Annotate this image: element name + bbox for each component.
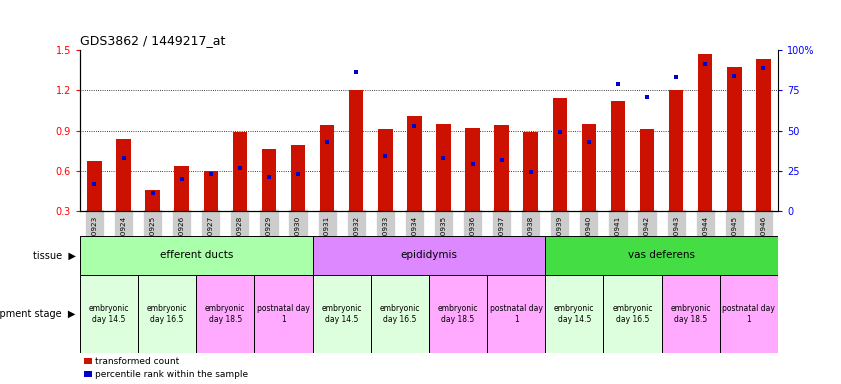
Bar [204,171,218,211]
Point [582,139,595,145]
Point [350,70,363,76]
Point [640,94,653,100]
Bar [553,98,567,211]
Bar [727,68,742,211]
Text: development stage  ▶: development stage ▶ [0,309,76,319]
Bar [495,125,509,211]
Bar [756,60,770,211]
Bar [313,236,545,275]
Bar [669,90,684,211]
Point [611,81,625,87]
Bar [254,275,313,353]
Text: postnatal day
1: postnatal day 1 [257,304,310,324]
Bar [487,275,545,353]
Text: epididymis: epididymis [400,250,458,260]
Bar [545,236,778,275]
Bar [640,129,654,211]
Point [262,174,276,180]
Point [553,129,567,135]
Text: embryonic
day 14.5: embryonic day 14.5 [321,304,362,324]
Point [699,61,712,68]
Bar [582,124,596,211]
Bar [523,132,538,211]
Point [669,74,683,80]
Bar [80,275,138,353]
Bar [233,132,247,211]
Point [233,165,246,171]
Text: embryonic
day 18.5: embryonic day 18.5 [205,304,246,324]
Point [175,176,188,182]
Point [291,171,304,177]
Text: embryonic
day 16.5: embryonic day 16.5 [612,304,653,324]
Bar [116,139,131,211]
Bar [174,166,189,211]
Text: efferent ducts: efferent ducts [160,250,233,260]
Point [408,122,421,129]
Bar [720,275,778,353]
Bar [611,101,625,211]
Bar [436,124,451,211]
Point [117,155,130,161]
Point [466,161,479,167]
Bar [407,116,421,211]
Text: vas deferens: vas deferens [628,250,696,260]
Bar [262,149,276,211]
Bar [80,236,313,275]
Text: postnatal day
1: postnatal day 1 [722,304,775,324]
Text: postnatal day
1: postnatal day 1 [489,304,542,324]
Text: embryonic
day 14.5: embryonic day 14.5 [554,304,595,324]
Point [320,139,334,145]
Text: embryonic
day 14.5: embryonic day 14.5 [89,304,130,324]
Bar [662,275,720,353]
Bar [349,90,363,211]
Point [204,171,218,177]
Bar [291,146,305,211]
Text: embryonic
day 18.5: embryonic day 18.5 [438,304,479,324]
Point [495,157,508,163]
Text: tissue  ▶: tissue ▶ [33,250,76,260]
Point [145,190,159,197]
Point [378,153,392,159]
Bar [603,275,662,353]
Bar [87,162,102,211]
Text: GDS3862 / 1449217_at: GDS3862 / 1449217_at [80,34,225,47]
Point [757,65,770,71]
Bar [145,190,160,211]
Text: embryonic
day 18.5: embryonic day 18.5 [670,304,711,324]
Bar [698,54,712,211]
Text: embryonic
day 16.5: embryonic day 16.5 [379,304,420,324]
Bar [371,275,429,353]
Bar [196,275,254,353]
Bar [378,129,393,211]
Text: embryonic
day 16.5: embryonic day 16.5 [147,304,188,324]
Point [524,169,537,175]
Bar [465,128,480,211]
Bar [313,275,371,353]
Point [727,73,741,79]
Bar [429,275,487,353]
Bar [320,125,335,211]
Point [87,181,101,187]
Bar [545,275,603,353]
Point [436,155,450,161]
Bar [138,275,196,353]
Legend: transformed count, percentile rank within the sample: transformed count, percentile rank withi… [84,357,248,379]
